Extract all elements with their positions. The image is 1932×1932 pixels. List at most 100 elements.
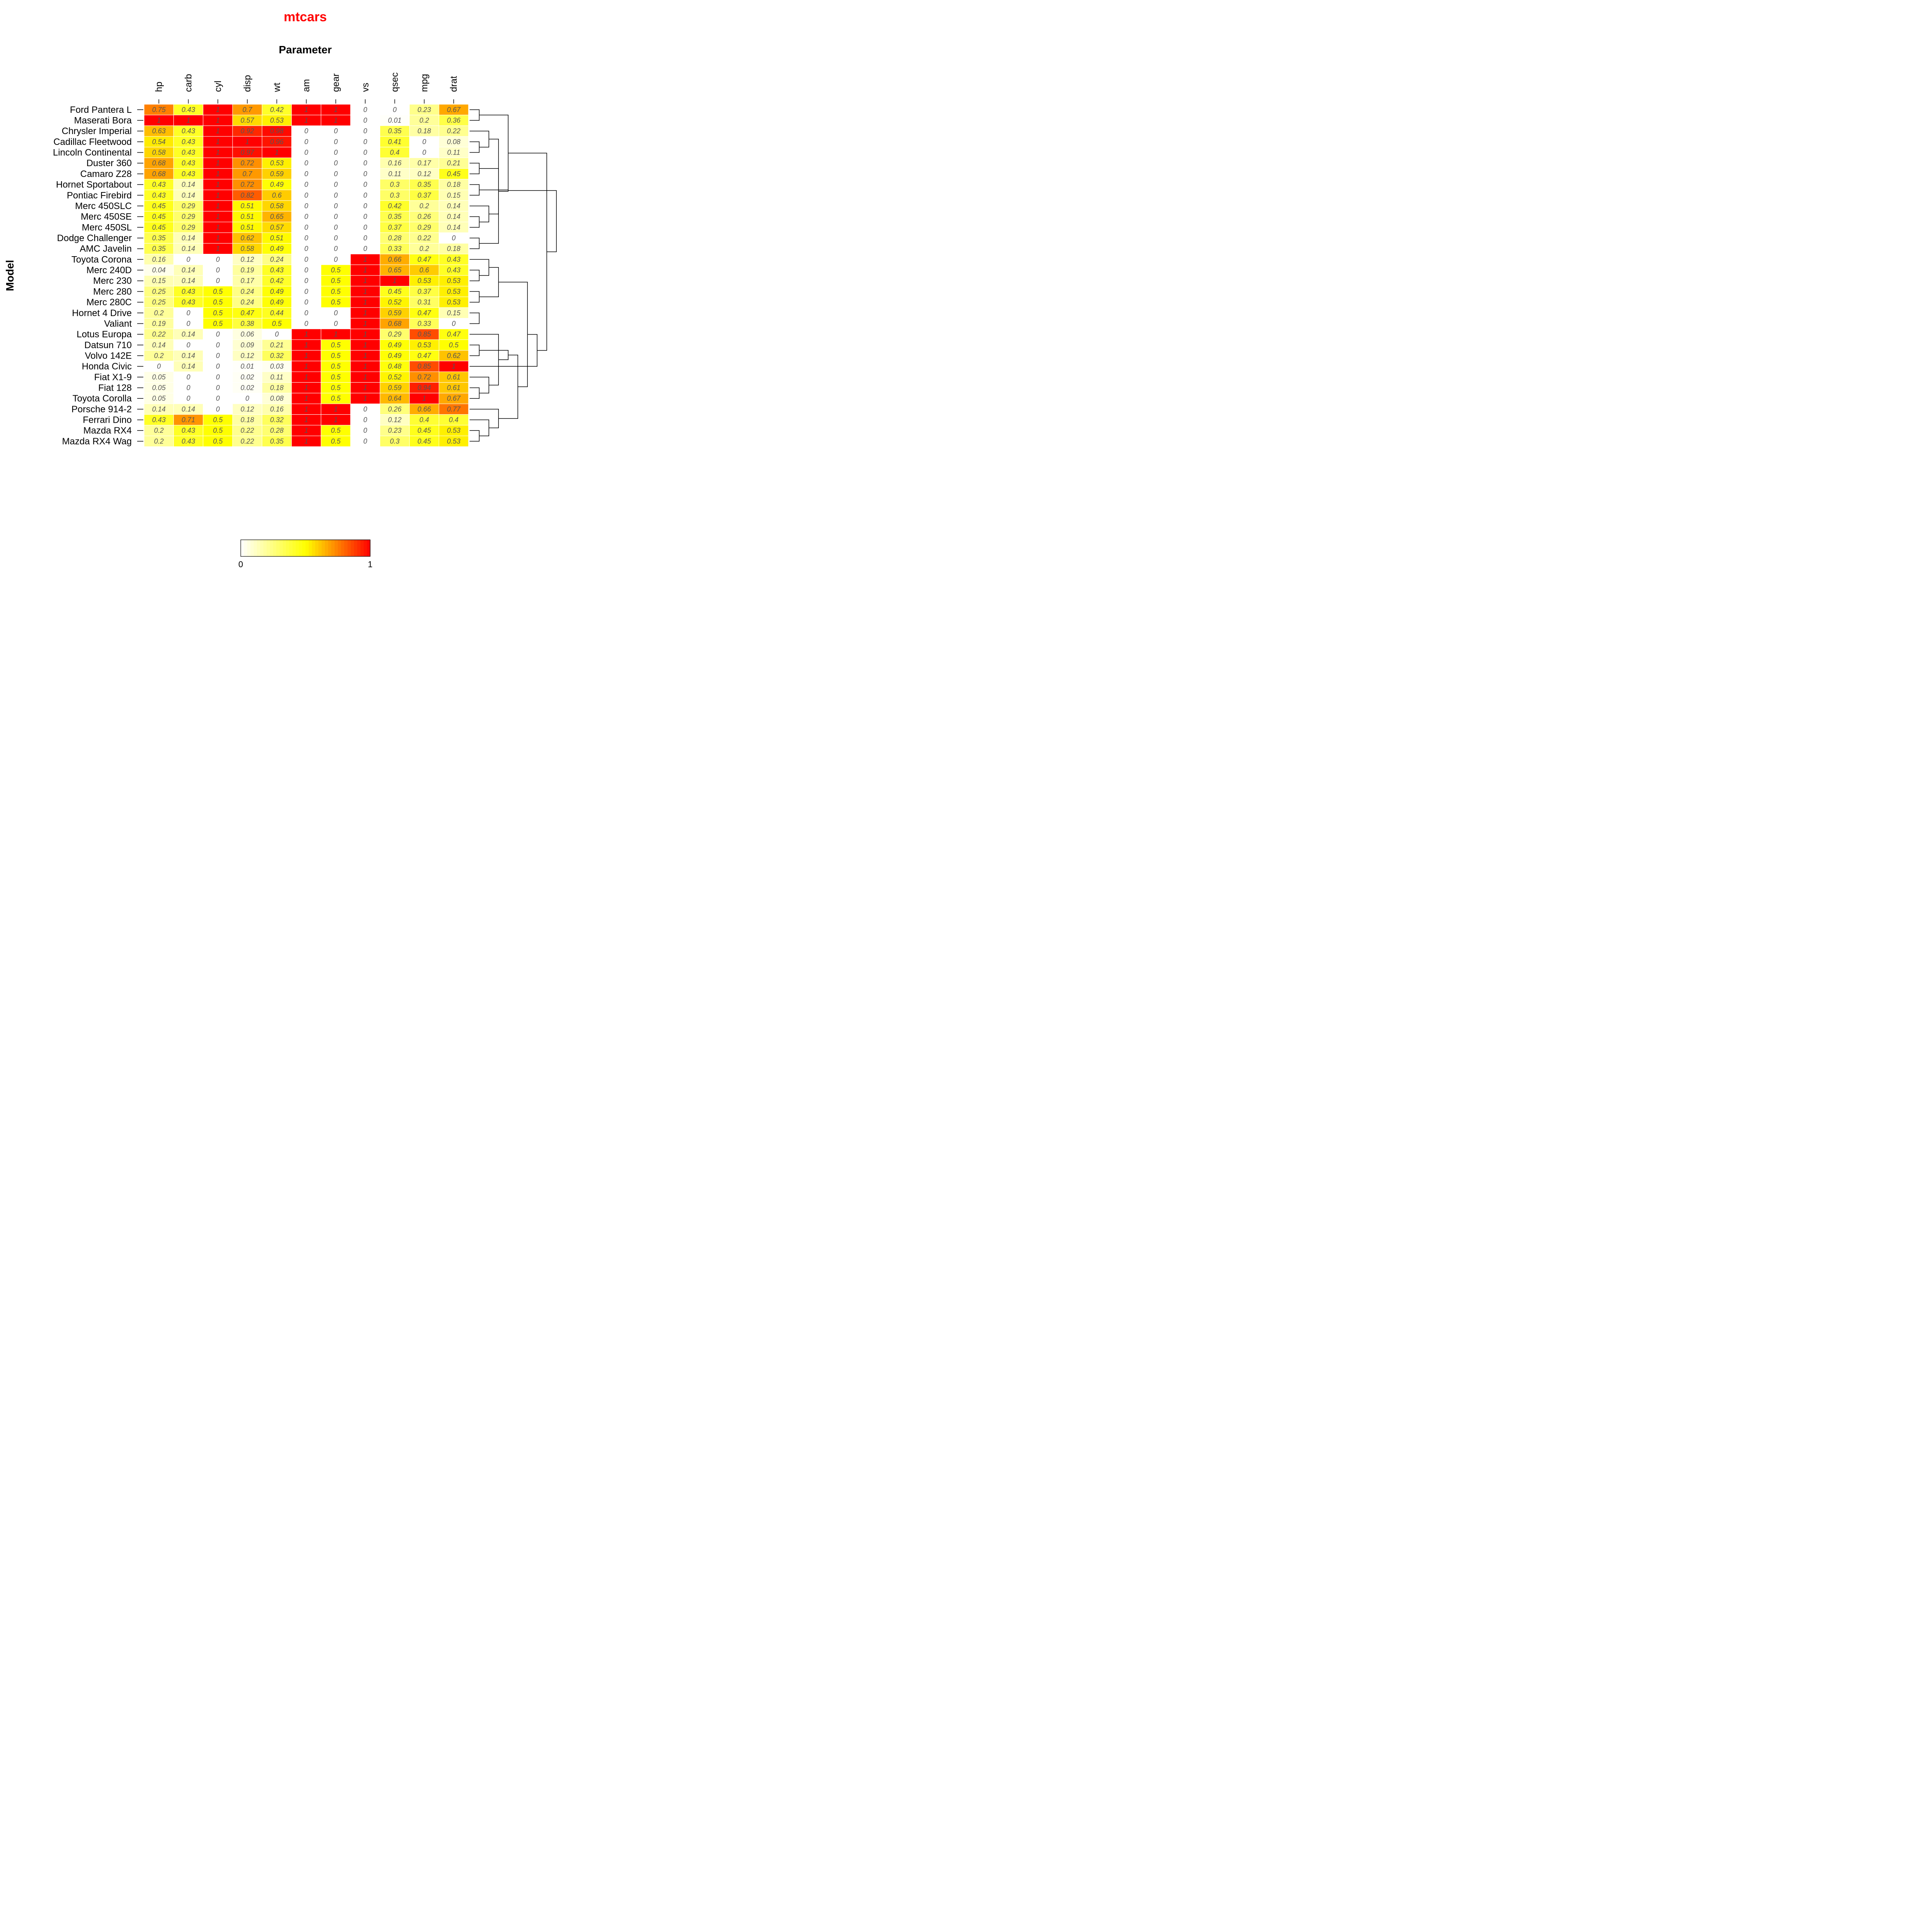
heatmap-cell [203,414,233,425]
cell-value-label: 0 [216,352,220,359]
cell-value-label: 0 [304,127,308,135]
cell-value-label: 0.18 [270,384,284,392]
heatmap-cell [379,147,410,158]
cell-value-label: 1 [275,149,279,156]
legend-color-step [260,540,264,556]
cell-value-label: 0 [304,138,308,146]
row-dendrogram-branch [469,419,489,436]
y-axis-title: Model [4,260,16,291]
legend-color-step [263,540,267,556]
heatmap-cell [379,115,410,126]
cell-value-label: 0.5 [449,341,459,349]
heatmap-cell [203,339,233,351]
cell-value-label: 0 [304,202,308,210]
column-label-disp: disp [242,75,253,92]
heatmap-cell [262,435,292,447]
heatmap-cell [409,425,439,436]
heatmap-cell [291,221,321,233]
row-dendrogram-branch [469,334,499,386]
heatmap-cell [173,435,204,447]
row-dendrogram-branch [469,313,480,324]
cell-value-label: 1 [216,234,220,242]
cell-value-label: 0.14 [447,202,461,210]
cell-value-label: 0 [216,384,220,392]
heatmap-cell [291,243,321,255]
legend-color-step [360,540,364,556]
cell-value-label: 0.42 [270,106,284,114]
cell-value-label: 0.5 [331,427,341,434]
cell-value-label: 0.62 [447,352,461,359]
cell-value-label: 0.61 [447,384,461,392]
color-legend: 0 1 [238,539,372,569]
heatmap-cell [439,393,469,404]
cell-value-label: 0.43 [182,427,195,434]
cell-value-label: 0.18 [241,416,254,424]
legend-color-step [253,540,257,556]
cell-value-label: 0.35 [270,437,284,445]
cell-value-label: 0.51 [270,234,284,242]
row-dendrogram-branch [498,282,528,387]
heatmap-cell [439,286,469,297]
row-dendrogram-branch [469,141,480,153]
heatmap-cell [321,254,351,265]
cell-value-label: 1 [304,362,308,370]
cell-value-label: 0.59 [270,170,284,178]
heatmap-cell [291,136,321,148]
cell-value-label: 0 [363,127,367,135]
cell-value-label: 0 [304,255,308,263]
cell-value-label: 0.63 [152,127,166,135]
cell-value-label: 0.58 [241,245,254,253]
heatmap-cell [291,286,321,297]
row-label-ferrari-dino: Ferrari Dino [83,415,132,425]
heatmap-cell [144,318,174,329]
row-label-merc-280: Merc 280 [93,286,132,297]
heatmap-cell [379,275,410,287]
cell-value-label: 0.29 [182,223,195,231]
cell-value-label: 0 [363,223,367,231]
cell-value-label: 0.5 [213,416,223,424]
row-label-ford-pantera-l: Ford Pantera L [70,105,132,115]
heatmap-cell [203,157,233,169]
heatmap-cell [203,382,233,393]
cell-value-label: 0.05 [152,384,166,392]
heatmap-cell [144,275,174,287]
cell-value-label: 0.14 [447,213,461,221]
cell-value-label: 0.19 [152,320,166,327]
cell-value-label: 0.43 [182,159,195,167]
cell-value-label: 0.68 [152,159,166,167]
heatmap-cell [350,264,380,276]
cell-value-label: 0.45 [447,170,461,178]
cell-value-label: 0.5 [331,298,341,306]
heatmap-cell [439,435,469,447]
cell-value-label: 0.38 [241,320,254,327]
cell-value-label: 0.29 [182,202,195,210]
cell-value-label: 0.26 [417,213,431,221]
cell-value-label: 1 [186,117,190,124]
cell-value-label: 0.67 [447,395,461,402]
cell-value-label: 0 [304,298,308,306]
heatmap-cell [439,147,469,158]
heatmap-cell [350,168,380,180]
heatmap-cell [144,286,174,297]
heatmap-cell [439,339,469,351]
cell-value-label: 0.08 [447,138,461,146]
heatmap-cell [203,179,233,190]
cell-value-label: 1 [304,416,308,424]
heatmap-cell [409,254,439,265]
heatmap-cell [232,296,262,308]
cell-value-label: 0.35 [417,181,431,189]
cell-value-label: 1 [363,320,367,327]
cell-value-label: 0 [363,245,367,253]
heatmap-cell [203,168,233,180]
cell-value-label: 0.18 [447,181,461,189]
cell-value-label: 0 [422,138,426,146]
legend-color-step [318,540,322,556]
cell-value-label: 0.33 [388,245,401,253]
heatmap-cell [350,382,380,393]
heatmap-cell [350,179,380,190]
cell-value-label: 0.4 [449,416,459,424]
legend-color-step [341,540,345,556]
legend-color-step [347,540,351,556]
row-label-amc-javelin: AMC Javelin [80,244,132,254]
legend-color-step [357,540,361,556]
